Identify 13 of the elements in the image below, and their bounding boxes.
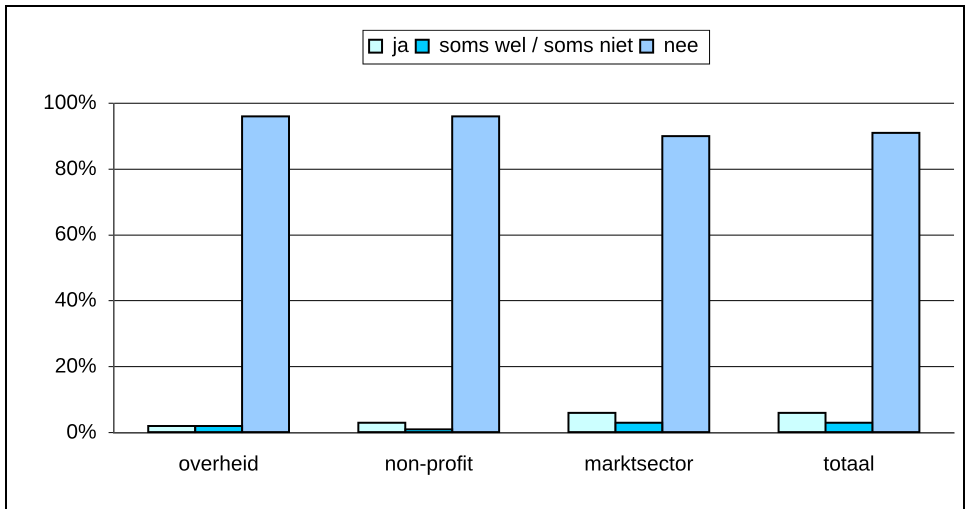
y-tick-label: 80% xyxy=(54,156,97,180)
x-tick-label: overheid xyxy=(178,452,259,476)
legend-label: ja xyxy=(392,34,410,57)
y-tick-label: 20% xyxy=(54,354,97,378)
y-tick-label: 40% xyxy=(54,288,97,312)
x-tick-label: non-profit xyxy=(384,452,474,476)
y-tick-label: 100% xyxy=(43,91,97,114)
legend-label: soms wel / soms niet xyxy=(439,34,634,57)
y-tick-label: 0% xyxy=(66,420,97,444)
y-tick-label: 60% xyxy=(54,222,97,246)
x-tick-label: totaal xyxy=(823,452,875,476)
legend-label: nee xyxy=(664,34,698,57)
x-tick-label: marktsector xyxy=(584,452,694,476)
